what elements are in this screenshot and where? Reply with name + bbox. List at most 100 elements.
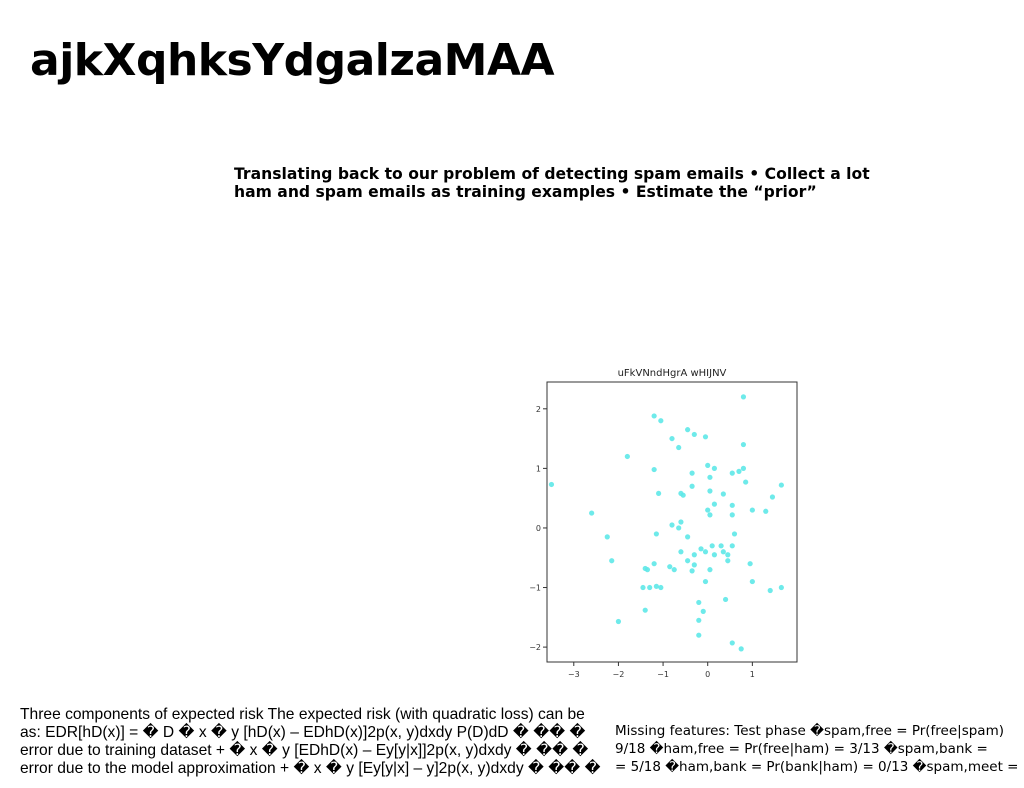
scatter-point	[743, 479, 749, 485]
scatter-point	[729, 502, 735, 508]
scatter-point	[678, 549, 684, 555]
data-points	[548, 394, 784, 652]
scatter-point	[729, 470, 735, 476]
y-tick-label: −2	[529, 643, 541, 652]
scatter-point	[707, 512, 713, 518]
y-tick-label: 0	[536, 524, 541, 533]
intro-paragraph: Translating back to our problem of detec…	[234, 165, 870, 201]
scatter-point	[778, 584, 784, 591]
scatter-point	[731, 531, 738, 537]
scatter-point	[711, 501, 718, 507]
scatter-point	[691, 552, 697, 558]
scatter-point	[640, 584, 646, 591]
scatter-point	[778, 482, 784, 488]
scatter-point	[720, 549, 726, 555]
scatter-point	[669, 522, 675, 528]
expected-risk-paragraph: Three components of expected risk The ex…	[20, 706, 601, 777]
scatter-point	[653, 583, 659, 589]
scatter-point	[702, 578, 709, 585]
scatter-point	[702, 549, 709, 555]
chart-title: uFkVNndHgrA wHIJNV	[618, 368, 727, 379]
scatter-point	[720, 491, 726, 497]
scatter-point	[685, 558, 691, 564]
scatter-point	[749, 578, 755, 585]
scatter-point	[700, 608, 706, 614]
scatter-point	[685, 534, 691, 540]
scatter-point	[642, 607, 648, 613]
y-tick-label: −1	[529, 584, 541, 593]
scatter-point	[689, 483, 695, 489]
scatter-point	[609, 558, 615, 564]
x-tick-label: −1	[657, 670, 669, 679]
scatter-point	[738, 646, 744, 652]
scatter-plot: uFkVNndHgrA wHIJNV −3 −2 −1 0 1 2 1 0 −1 −2	[529, 368, 798, 679]
scatter-point	[729, 512, 735, 518]
y-tick-label: 2	[536, 405, 541, 414]
scatter-point	[722, 596, 729, 603]
scatter-point	[689, 470, 695, 476]
axis-ticks: −3 −2 −1 0 1 2 1 0 −1 −2	[529, 405, 755, 679]
scatter-point	[691, 562, 697, 568]
scatter-point	[678, 519, 684, 525]
scatter-point	[669, 435, 675, 442]
missing-features-paragraph: Missing features: Test phase �spam,free …	[615, 723, 1019, 775]
scatter-point	[769, 494, 776, 500]
scatter-point	[658, 418, 664, 424]
scatter-point	[604, 534, 610, 540]
scatter-chart: uFkVNndHgrA wHIJNV −3 −2 −1 0 1 2 1 0 −1 −2	[520, 362, 810, 691]
scatter-point	[747, 561, 753, 567]
scatter-point	[656, 490, 662, 497]
scatter-point	[725, 558, 731, 564]
scatter-point	[658, 584, 664, 591]
scatter-point	[653, 531, 659, 537]
scatter-point	[740, 394, 747, 400]
scatter-point	[705, 462, 711, 469]
scatter-point	[642, 565, 648, 572]
scatter-point	[676, 444, 682, 451]
scatter-point	[705, 507, 711, 513]
scatter-point	[711, 465, 718, 471]
scatter-point	[651, 561, 657, 567]
scatter-point	[676, 525, 682, 531]
x-tick-label: 0	[705, 670, 710, 679]
scatter-point	[615, 618, 622, 625]
scatter-point	[667, 564, 673, 570]
scatter-point	[709, 543, 715, 549]
scatter-point	[680, 492, 686, 498]
scatter-point	[691, 431, 697, 438]
scatter-point	[651, 413, 657, 419]
scatter-point	[740, 441, 747, 448]
x-tick-label: −2	[613, 670, 625, 679]
scatter-point	[707, 567, 713, 573]
scatter-point	[696, 617, 702, 623]
x-tick-label: −3	[568, 670, 580, 679]
scatter-point	[729, 640, 735, 646]
scatter-point	[729, 543, 735, 549]
scatter-point	[736, 468, 742, 474]
y-tick-label: 1	[536, 464, 541, 473]
scatter-point	[763, 508, 769, 514]
scatter-point	[702, 434, 709, 440]
scatter-point	[749, 507, 755, 513]
scatter-point	[548, 481, 555, 488]
plot-frame	[546, 381, 798, 663]
slide-title: ajkXqhksYdgalzaMAA	[30, 35, 555, 86]
scatter-point	[589, 510, 595, 516]
scatter-point	[740, 465, 747, 471]
scatter-point	[725, 552, 731, 558]
scatter-point	[696, 632, 702, 638]
scatter-point	[624, 453, 630, 460]
scatter-point	[671, 567, 677, 573]
scatter-point	[707, 488, 713, 494]
scatter-point	[696, 599, 702, 606]
scatter-point	[707, 474, 713, 480]
scatter-point	[767, 587, 773, 594]
x-tick-label: 1	[750, 670, 755, 679]
scatter-point	[647, 584, 653, 591]
scatter-point	[685, 427, 691, 433]
scatter-point	[689, 568, 695, 574]
scatter-point	[718, 543, 724, 549]
scatter-point	[698, 546, 704, 552]
scatter-point	[711, 552, 718, 558]
scatter-point	[651, 466, 657, 473]
